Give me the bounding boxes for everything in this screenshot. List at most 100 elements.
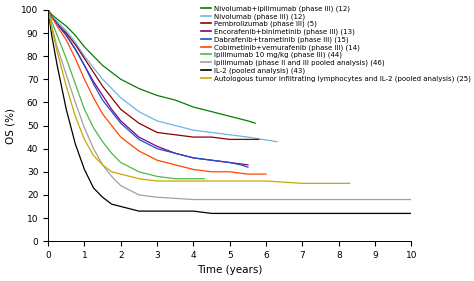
Pembrolizumab (phase III) (5) [227, 138, 233, 141]
Dabrafenib+trametinib (phase III) (15) [73, 47, 78, 51]
Ipilimumab (phase II and III pooled analysis) (46) [100, 163, 105, 167]
IL-2 (pooled analysis) (43) [300, 212, 305, 215]
Line: Autologous tumor infiltrating lymphocytes and IL-2 (pooled analysis) (25): Autologous tumor infiltrating lymphocyte… [48, 10, 350, 183]
Line: Nivolumab (phase III) (12): Nivolumab (phase III) (12) [48, 10, 277, 142]
Cobimetinib+vemurafenib (phase III) (14) [263, 173, 269, 176]
Dabrafenib+trametinib (phase III) (15) [100, 98, 105, 102]
Autologous tumor infiltrating lymphocytes and IL-2 (pooled analysis) (25) [263, 179, 269, 183]
Nivolumab (phase III) (12) [173, 124, 178, 127]
Autologous tumor infiltrating lymphocytes and IL-2 (pooled analysis) (25) [73, 115, 78, 118]
Cobimetinib+vemurafenib (phase III) (14) [256, 173, 262, 176]
Nivolumab (phase III) (12) [260, 138, 265, 141]
Cobimetinib+vemurafenib (phase III) (14) [173, 163, 178, 167]
IL-2 (pooled analysis) (43) [109, 203, 115, 206]
Encorafenib+binimetinib (phase III) (13) [245, 163, 251, 167]
Dabrafenib+trametinib (phase III) (15) [45, 8, 51, 12]
Cobimetinib+vemurafenib (phase III) (14) [64, 38, 69, 42]
Encorafenib+binimetinib (phase III) (13) [73, 47, 78, 51]
IL-2 (pooled analysis) (43) [154, 209, 160, 213]
IL-2 (pooled analysis) (43) [227, 212, 233, 215]
Dabrafenib+trametinib (phase III) (15) [109, 110, 115, 113]
Ipilimumab 10 mg/kg (phase III) (44) [201, 177, 207, 180]
Autologous tumor infiltrating lymphocytes and IL-2 (pooled analysis) (25) [49, 27, 55, 30]
Encorafenib+binimetinib (phase III) (13) [45, 8, 51, 12]
Nivolumab+ipilimumab (phase III) (12) [252, 121, 258, 125]
IL-2 (pooled analysis) (43) [49, 34, 55, 37]
Autologous tumor infiltrating lymphocytes and IL-2 (pooled analysis) (25) [173, 179, 178, 183]
Nivolumab (phase III) (12) [154, 119, 160, 123]
Dabrafenib+trametinib (phase III) (15) [173, 151, 178, 155]
Dabrafenib+trametinib (phase III) (15) [209, 158, 214, 162]
Ipilimumab 10 mg/kg (phase III) (44) [118, 161, 124, 164]
Cobimetinib+vemurafenib (phase III) (14) [73, 57, 78, 60]
Ipilimumab (phase II and III pooled analysis) (46) [55, 45, 60, 49]
Cobimetinib+vemurafenib (phase III) (14) [227, 170, 233, 173]
Pembrolizumab (phase III) (5) [45, 8, 51, 12]
Autologous tumor infiltrating lymphocytes and IL-2 (pooled analysis) (25) [91, 154, 96, 157]
Nivolumab (phase III) (12) [49, 15, 55, 19]
Autologous tumor infiltrating lymphocytes and IL-2 (pooled analysis) (25) [45, 8, 51, 12]
Dabrafenib+trametinib (phase III) (15) [118, 121, 124, 125]
Nivolumab (phase III) (12) [191, 128, 196, 132]
IL-2 (pooled analysis) (43) [64, 108, 69, 111]
Encorafenib+binimetinib (phase III) (13) [82, 64, 87, 67]
Cobimetinib+vemurafenib (phase III) (14) [154, 158, 160, 162]
Dabrafenib+trametinib (phase III) (15) [82, 64, 87, 67]
Dabrafenib+trametinib (phase III) (15) [91, 82, 96, 86]
Nivolumab (phase III) (12) [118, 96, 124, 99]
IL-2 (pooled analysis) (43) [136, 209, 142, 213]
Autologous tumor infiltrating lymphocytes and IL-2 (pooled analysis) (25) [347, 182, 353, 185]
Nivolumab+ipilimumab (phase III) (12) [227, 115, 233, 118]
Line: Ipilimumab 10 mg/kg (phase III) (44): Ipilimumab 10 mg/kg (phase III) (44) [48, 10, 204, 179]
Cobimetinib+vemurafenib (phase III) (14) [45, 8, 51, 12]
IL-2 (pooled analysis) (43) [209, 212, 214, 215]
Pembrolizumab (phase III) (5) [109, 96, 115, 99]
Dabrafenib+trametinib (phase III) (15) [55, 22, 60, 26]
IL-2 (pooled analysis) (43) [45, 8, 51, 12]
Pembrolizumab (phase III) (5) [245, 138, 251, 141]
Nivolumab (phase III) (12) [73, 40, 78, 44]
Pembrolizumab (phase III) (5) [100, 85, 105, 88]
Ipilimumab 10 mg/kg (phase III) (44) [91, 126, 96, 130]
Encorafenib+binimetinib (phase III) (13) [91, 80, 96, 83]
IL-2 (pooled analysis) (43) [372, 212, 378, 215]
Line: Encorafenib+binimetinib (phase III) (13): Encorafenib+binimetinib (phase III) (13) [48, 10, 248, 165]
Pembrolizumab (phase III) (5) [256, 138, 262, 141]
IL-2 (pooled analysis) (43) [100, 196, 105, 199]
Cobimetinib+vemurafenib (phase III) (14) [191, 168, 196, 171]
Dabrafenib+trametinib (phase III) (15) [245, 166, 251, 169]
Nivolumab (phase III) (12) [100, 78, 105, 81]
Ipilimumab 10 mg/kg (phase III) (44) [73, 82, 78, 86]
Dabrafenib+trametinib (phase III) (15) [64, 34, 69, 37]
Autologous tumor infiltrating lymphocytes and IL-2 (pooled analysis) (25) [82, 138, 87, 141]
Nivolumab+ipilimumab (phase III) (12) [91, 55, 96, 58]
Cobimetinib+vemurafenib (phase III) (14) [82, 78, 87, 81]
Cobimetinib+vemurafenib (phase III) (14) [209, 170, 214, 173]
Autologous tumor infiltrating lymphocytes and IL-2 (pooled analysis) (25) [336, 182, 342, 185]
Ipilimumab (phase II and III pooled analysis) (46) [82, 126, 87, 130]
Encorafenib+binimetinib (phase III) (13) [109, 108, 115, 111]
Pembrolizumab (phase III) (5) [55, 22, 60, 26]
Nivolumab+ipilimumab (phase III) (12) [118, 78, 124, 81]
Ipilimumab (phase II and III pooled analysis) (46) [263, 198, 269, 201]
Cobimetinib+vemurafenib (phase III) (14) [55, 24, 60, 28]
Nivolumab (phase III) (12) [64, 29, 69, 32]
Line: Cobimetinib+vemurafenib (phase III) (14): Cobimetinib+vemurafenib (phase III) (14) [48, 10, 266, 174]
Autologous tumor infiltrating lymphocytes and IL-2 (pooled analysis) (25) [100, 163, 105, 167]
Nivolumab+ipilimumab (phase III) (12) [191, 105, 196, 109]
Cobimetinib+vemurafenib (phase III) (14) [118, 135, 124, 139]
Line: Dabrafenib+trametinib (phase III) (15): Dabrafenib+trametinib (phase III) (15) [48, 10, 248, 167]
Ipilimumab (phase II and III pooled analysis) (46) [118, 184, 124, 187]
Ipilimumab (phase II and III pooled analysis) (46) [91, 147, 96, 150]
Ipilimumab (phase II and III pooled analysis) (46) [372, 198, 378, 201]
Ipilimumab (phase II and III pooled analysis) (46) [136, 193, 142, 197]
IL-2 (pooled analysis) (43) [191, 209, 196, 213]
Nivolumab+ipilimumab (phase III) (12) [82, 45, 87, 49]
Ipilimumab (phase II and III pooled analysis) (46) [45, 8, 51, 12]
Encorafenib+binimetinib (phase III) (13) [55, 22, 60, 26]
Nivolumab (phase III) (12) [45, 8, 51, 12]
Nivolumab+ipilimumab (phase III) (12) [64, 24, 69, 28]
IL-2 (pooled analysis) (43) [173, 209, 178, 213]
Pembrolizumab (phase III) (5) [154, 131, 160, 134]
Ipilimumab (phase II and III pooled analysis) (46) [336, 198, 342, 201]
